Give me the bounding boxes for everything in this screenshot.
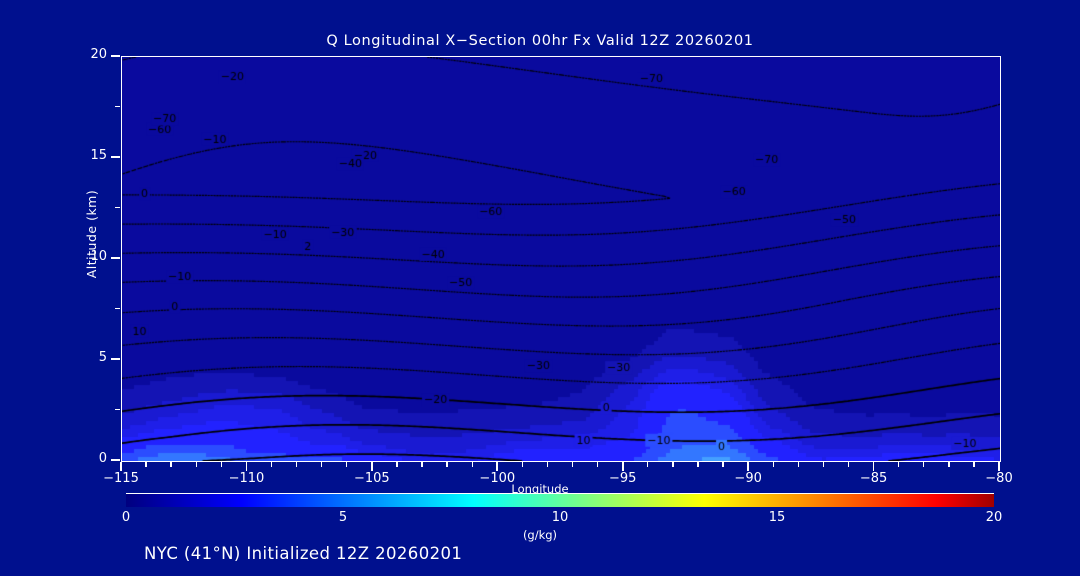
x-minor-tick (521, 461, 524, 467)
x-minor-tick (923, 461, 925, 467)
x-tick-label: −95 (608, 471, 637, 486)
colorbar-tick-label: 20 (985, 510, 1003, 525)
colorbar-tick-label: 10 (551, 510, 569, 525)
x-minor-tick (446, 461, 448, 467)
y-minor-tick (114, 105, 121, 108)
x-axis-label: Longitude (511, 482, 569, 496)
x-minor-tick (220, 461, 223, 467)
colorbar-tick-label: 5 (338, 510, 348, 525)
x-minor-tick (847, 461, 850, 467)
x-minor-tick (295, 461, 298, 467)
x-tick-label: −100 (479, 471, 516, 486)
y-tick-label: 10 (90, 249, 107, 264)
x-tick-label: −110 (228, 471, 265, 486)
x-major-tick (496, 461, 499, 471)
x-minor-tick (145, 461, 147, 467)
x-tick-label: −80 (985, 471, 1013, 486)
x-minor-tick (822, 461, 825, 467)
x-tick-label: −115 (103, 471, 139, 486)
x-minor-tick (697, 461, 699, 467)
y-axis-label: Altitude (km) (84, 189, 99, 279)
x-major-tick (120, 461, 122, 471)
x-tick-label: −105 (353, 471, 390, 486)
x-minor-tick (396, 461, 398, 467)
footer-caption: NYC (41°N) Initialized 12Z 20260201 (144, 544, 463, 563)
colorbar-units-label: (g/kg) (522, 528, 558, 542)
x-minor-tick (772, 461, 774, 467)
y-minor-tick (114, 307, 121, 310)
x-minor-tick (897, 461, 900, 467)
colorbar (126, 493, 994, 507)
y-major-tick (111, 459, 121, 461)
y-minor-tick (114, 206, 121, 209)
x-minor-tick (797, 461, 799, 467)
x-minor-tick (596, 461, 599, 467)
y-major-tick (111, 257, 121, 259)
x-minor-tick (471, 461, 473, 467)
x-minor-tick (346, 461, 348, 467)
y-tick-label: 15 (90, 148, 107, 163)
x-minor-tick (647, 461, 649, 467)
x-minor-tick (672, 461, 674, 467)
plot-area (121, 56, 1001, 462)
x-major-tick (371, 461, 373, 471)
chart-title: Q Longitudinal X−Section 00hr Fx Valid 1… (326, 33, 754, 49)
y-major-tick (111, 55, 121, 57)
colorbar-tick-label: 0 (121, 510, 131, 525)
x-minor-tick (973, 461, 975, 467)
x-major-tick (621, 461, 624, 471)
x-major-tick (245, 461, 248, 471)
y-tick-label: 5 (98, 350, 107, 365)
x-tick-label: −85 (859, 471, 888, 486)
x-minor-tick (948, 461, 950, 467)
y-tick-label: 0 (98, 451, 107, 466)
x-minor-tick (170, 461, 172, 467)
colorbar-tick-label: 15 (768, 510, 786, 525)
x-minor-tick (270, 461, 273, 467)
y-major-tick (111, 358, 121, 360)
x-minor-tick (546, 461, 549, 467)
x-major-tick (747, 461, 749, 471)
x-minor-tick (195, 461, 197, 467)
x-minor-tick (421, 461, 423, 467)
colorbar-gradient (126, 493, 994, 507)
x-minor-tick (571, 461, 574, 467)
x-major-tick (998, 461, 1000, 471)
cross-section-field (122, 57, 1000, 461)
x-minor-tick (722, 461, 724, 467)
x-tick-label: −90 (734, 471, 762, 486)
x-minor-tick (320, 461, 323, 467)
x-major-tick (872, 461, 875, 471)
y-minor-tick (114, 408, 121, 411)
y-major-tick (111, 156, 121, 158)
y-tick-label: 20 (90, 47, 107, 62)
